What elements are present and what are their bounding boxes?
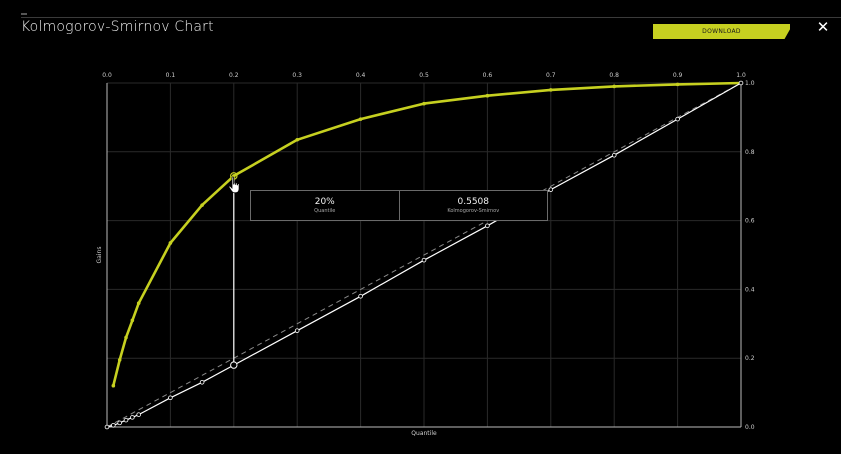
series-point-0 — [612, 84, 616, 89]
series-point-1 — [421, 257, 427, 263]
y-tick-label: 0.8 — [745, 149, 755, 156]
series-point-0 — [117, 358, 122, 362]
x-tick-label: 0.1 — [166, 72, 176, 79]
y-tick-label: 0.6 — [745, 218, 755, 225]
series-point-0 — [124, 335, 128, 340]
series-point-0 — [168, 241, 173, 245]
y-tick-label: 1.0 — [745, 80, 755, 87]
series-point-1 — [136, 412, 142, 417]
hand-cursor-icon — [228, 176, 240, 194]
series-line-0 — [112, 81, 742, 387]
tooltip-quantile-label: Quantile — [314, 207, 336, 214]
header-marker — [21, 13, 27, 15]
close-icon[interactable]: ✕ — [816, 18, 830, 36]
tooltip-ks-value: 0.5508 — [457, 196, 490, 207]
ks-bottom-highlight — [230, 361, 238, 369]
series-point-0 — [295, 137, 300, 142]
series-point-1 — [130, 415, 135, 420]
series-point-0 — [675, 82, 680, 87]
y-tick-label: 0.0 — [745, 424, 755, 431]
tooltip-quantile-value: 20% — [314, 196, 335, 207]
series-point-1 — [199, 379, 205, 385]
x-tick-label: 0.2 — [229, 72, 239, 79]
series-point-1 — [123, 417, 129, 423]
header-divider — [21, 17, 841, 18]
x-tick-label: 0.3 — [292, 72, 302, 79]
series-point-0 — [130, 318, 135, 323]
series-point-1 — [675, 116, 680, 122]
series-point-0 — [136, 301, 141, 305]
series-point-1 — [111, 422, 116, 428]
x-tick-label: 0.7 — [546, 72, 556, 79]
ks-tooltip: 20% Quantile 0.5508 Kolmogorov-Smirnov — [250, 190, 548, 221]
x-tick-label: 0.4 — [356, 72, 366, 79]
x-tick-label: 0.8 — [609, 72, 619, 79]
series-point-0 — [549, 88, 553, 92]
x-tick-label: 0.6 — [483, 72, 493, 79]
series-point-1 — [358, 293, 363, 299]
series-point-1 — [611, 152, 617, 158]
x-tick-label: 0.0 — [102, 72, 112, 79]
baseline-diagonal — [106, 82, 742, 428]
series-point-0 — [358, 117, 363, 121]
x-tick-label: 1.0 — [736, 72, 746, 79]
series-point-0 — [485, 93, 490, 98]
series-point-1 — [104, 424, 110, 430]
series-point-1 — [168, 395, 173, 401]
page-title: Kolmogorov-Smirnov Chart — [21, 19, 214, 35]
tooltip-ks-label: Kolmogorov-Smirnov — [447, 207, 500, 214]
download-button[interactable]: DOWNLOAD — [653, 24, 790, 39]
x-tick-label: 0.5 — [419, 72, 429, 79]
series-point-0 — [422, 101, 426, 106]
x-axis-label: Quantile — [411, 430, 437, 437]
series-point-1 — [738, 80, 744, 86]
y-tick-label: 0.2 — [745, 355, 755, 362]
y-axis-label: Gains — [96, 247, 103, 264]
y-tick-label: 0.4 — [745, 286, 755, 293]
series-point-1 — [117, 420, 122, 426]
x-tick-label: 0.9 — [673, 72, 683, 79]
tooltip-ks: 0.5508 Kolmogorov-Smirnov — [398, 191, 548, 220]
series-point-1 — [294, 328, 300, 333]
series-point-0 — [200, 203, 204, 207]
tooltip-quantile: 20% Quantile — [251, 191, 399, 220]
series-point-1 — [485, 223, 490, 229]
series-point-1 — [548, 187, 554, 192]
series-point-0 — [111, 383, 116, 388]
